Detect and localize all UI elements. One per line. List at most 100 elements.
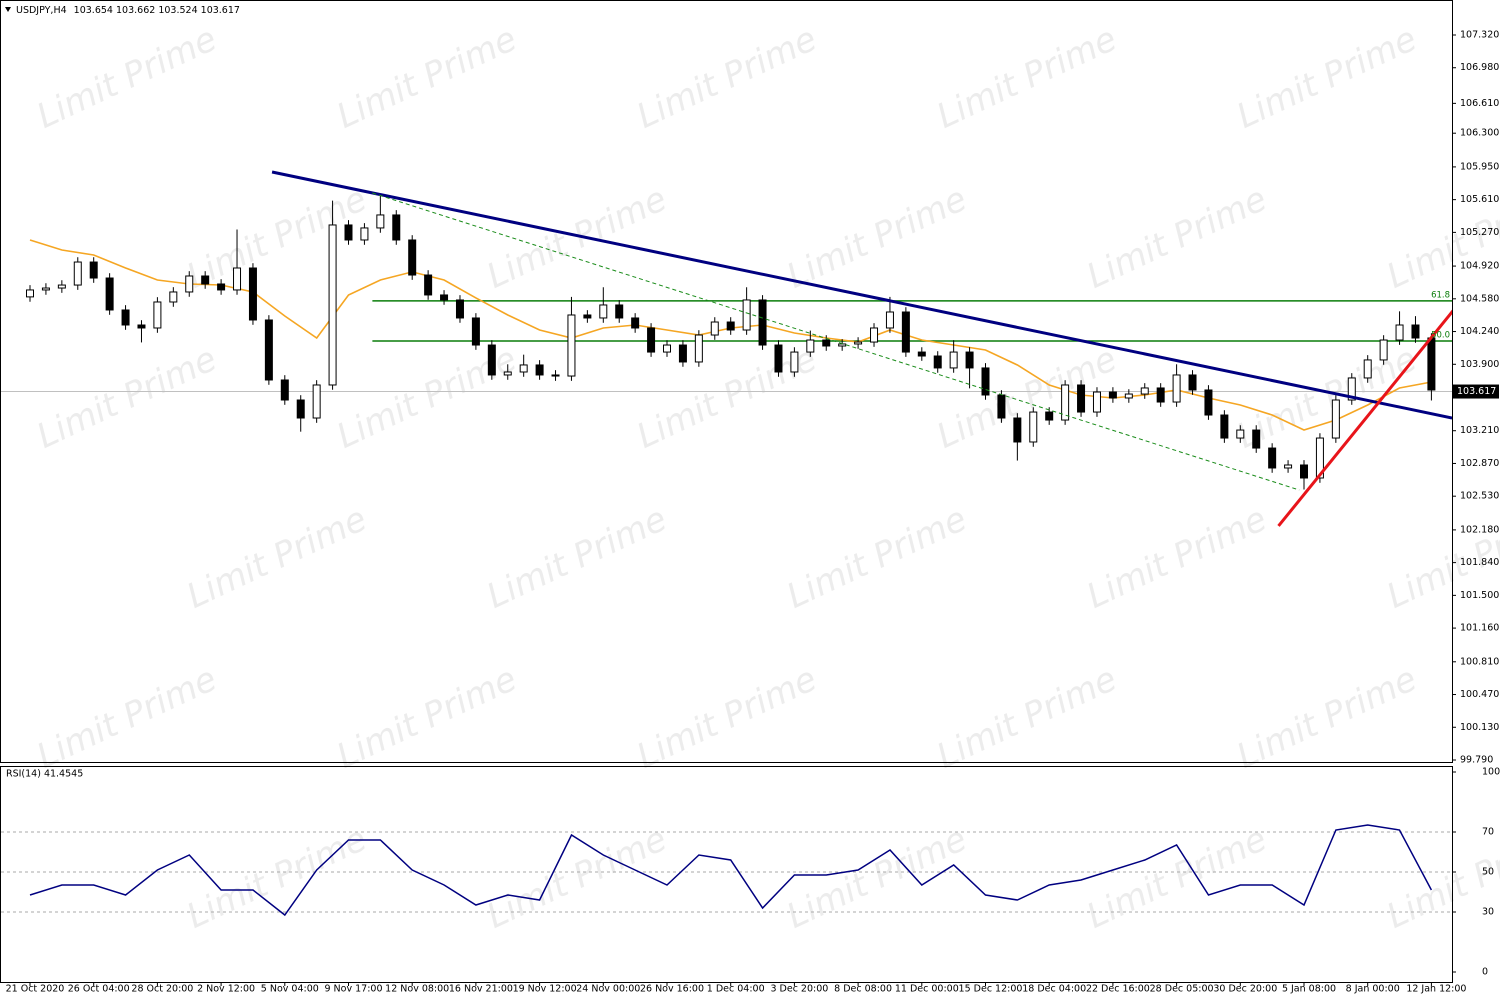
candle-body (949, 351, 958, 369)
candle-body (296, 399, 305, 419)
candle-body (26, 289, 34, 298)
watermark: Limit Prime (481, 499, 673, 617)
x-tick-label: 30 Dec 20:00 (1213, 984, 1277, 995)
x-tick-label: 1 Dec 04:00 (707, 984, 765, 995)
candle-body (774, 344, 783, 373)
y-tick-label: 106.610 (1460, 98, 1499, 109)
x-tick-label: 22 Dec 16:00 (1086, 984, 1150, 995)
y-tick-label: 103.210 (1460, 425, 1499, 436)
candle-body (233, 267, 242, 291)
trendline (271, 170, 1452, 420)
candle-body (1284, 464, 1293, 469)
candle-body (376, 214, 385, 229)
watermark: Limit Prime (481, 179, 673, 297)
candle-body (73, 261, 82, 286)
symbol: USDJPY,H4 (16, 5, 67, 16)
y-tick-label: 104.580 (1460, 293, 1499, 304)
x-tick-label: 28 Dec 05:00 (1150, 984, 1214, 995)
candle-body (1411, 324, 1420, 339)
rsi-line (29, 824, 1433, 917)
candle-body (1077, 384, 1086, 413)
menu-arrow (5, 7, 11, 12)
candle-body (1379, 339, 1388, 361)
candle-body (933, 355, 942, 369)
y-tick-label: 105.270 (1460, 227, 1499, 238)
watermark: Limit Prime (931, 659, 1123, 777)
candle-body (1061, 384, 1070, 421)
fib-level-label: 50.0 (1431, 330, 1450, 340)
candle-body (217, 283, 226, 291)
rsi-tick-label: 50 (1482, 867, 1494, 878)
x-tick-label: 18 Dec 04:00 (1022, 984, 1086, 995)
rsi-tick-label: 70 (1482, 827, 1494, 838)
candle-body (806, 339, 815, 353)
y-tick-label: 104.920 (1460, 261, 1499, 272)
candle-body (1220, 414, 1229, 439)
candle-body (280, 379, 289, 401)
x-tick-label: 5 Jan 08:00 (1282, 984, 1336, 995)
candle-body (997, 394, 1006, 419)
candle-body (917, 351, 926, 357)
high: 103.662 (116, 5, 155, 16)
x-tick-label: 12 Jan 12:00 (1406, 984, 1466, 995)
watermark: Limit Prime (331, 19, 523, 137)
candle-body (1300, 464, 1308, 479)
y-tick-label: 105.610 (1460, 194, 1499, 205)
x-tick-label: 15 Dec 12:00 (959, 984, 1023, 995)
watermark: Limit Prime (931, 19, 1123, 137)
y-tick-label: 101.840 (1460, 557, 1499, 568)
x-tick-label: 8 Jan 00:00 (1346, 984, 1400, 995)
x-tick-label: 9 Nov 17:00 (324, 984, 382, 995)
candle-body (121, 309, 130, 326)
watermark: Limit Prime (1231, 19, 1423, 137)
candle-body (1029, 411, 1038, 443)
rsi-tick-label: 30 (1482, 907, 1494, 918)
current-price-box (1453, 384, 1499, 399)
current-price-label: 103.617 (1457, 386, 1496, 397)
candle-body (1331, 399, 1340, 439)
y-tick-label: 102.530 (1460, 491, 1499, 502)
candle-body (1108, 391, 1117, 399)
fib-level-label: 61.8 (1431, 290, 1450, 300)
quote-text: USDJPY,H4 103.654 103.662 103.524 103.61… (16, 5, 240, 16)
candle-body (726, 321, 735, 331)
y-tick-label: 101.500 (1460, 590, 1499, 601)
main-panel (0, 0, 1453, 763)
candle-body (312, 384, 321, 419)
candle-body (631, 317, 640, 329)
candle-body (901, 311, 910, 353)
candle-body (1156, 387, 1165, 403)
candle-body (551, 374, 560, 377)
watermark: Limit Prime (1081, 179, 1273, 297)
x-tick-label: 12 Nov 08:00 (385, 984, 449, 995)
candle-body (519, 364, 528, 373)
candle-body (1204, 389, 1213, 416)
watermark: Limit Prime (631, 19, 823, 137)
candle-body (567, 314, 576, 377)
x-tick-label: 24 Nov 00:00 (576, 984, 640, 995)
candle-body (137, 324, 146, 329)
watermark: Limit Prime (781, 819, 973, 937)
watermark: Limit Prime (781, 499, 973, 617)
candle-body (1124, 393, 1133, 399)
candle-body (344, 224, 353, 241)
x-tick-label: 26 Nov 16:00 (640, 984, 704, 995)
candle-body (870, 327, 879, 343)
watermark: Limit Prime (1231, 659, 1423, 777)
header: USDJPY,H4 103.654 103.662 103.524 103.61… (5, 5, 240, 16)
watermark: Limit Prime (31, 659, 223, 777)
candle-body (408, 239, 417, 276)
y-tick-label: 102.180 (1460, 524, 1499, 535)
candle-body (1347, 377, 1356, 401)
watermark: Limit Prime (181, 179, 373, 297)
candle-body (758, 299, 767, 346)
y-tick-label: 101.160 (1460, 623, 1499, 634)
rsi-tick-label: 0 (1482, 967, 1488, 978)
candle-body (647, 327, 656, 353)
candle-body (1236, 429, 1245, 439)
candle-body (1092, 391, 1101, 413)
candle-body (535, 364, 544, 376)
candle-body (455, 299, 464, 319)
candle-body (1252, 429, 1261, 449)
